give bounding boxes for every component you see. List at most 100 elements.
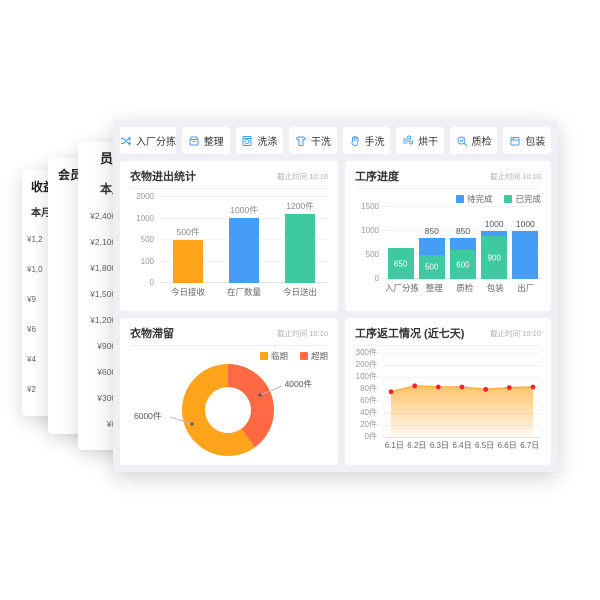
- segment-done: 650: [387, 248, 414, 279]
- bar-value-label: 1200件: [286, 201, 314, 211]
- data-point-dot: [483, 387, 489, 392]
- legend-item-临期[interactable]: 临期: [259, 350, 288, 362]
- x-tick-label: 在厂数量: [226, 287, 261, 297]
- legend-item-超期[interactable]: 超期: [299, 350, 328, 362]
- axis-value: ¥900.00: [82, 341, 128, 367]
- gridline: [383, 365, 541, 366]
- y-tick-label: 1000: [361, 226, 379, 235]
- segment-value-label: 500: [425, 262, 439, 272]
- gridline: [383, 353, 541, 354]
- legend-label: 待完成: [466, 194, 493, 204]
- data-point-dot: [506, 385, 512, 390]
- toolbar-button-label: 洗涤: [257, 137, 278, 148]
- y-tick-label: 100: [140, 256, 154, 266]
- bar-rect: [229, 218, 259, 283]
- toolbar-button-4[interactable]: 干洗: [289, 127, 337, 154]
- axis-value: ¥1,2: [27, 235, 43, 244]
- chart-panels: 衣物进出统计 截止时间 10:10 0 100 500 1000 2000 500件 10…: [120, 161, 551, 465]
- panel-title: 衣物进出统计: [130, 171, 196, 183]
- toolbar-button-8[interactable]: 包装: [503, 127, 552, 154]
- gridline: [160, 196, 328, 197]
- toolbar-button-3[interactable]: 洗涤: [235, 127, 284, 154]
- month-filter-label: 本月: [31, 208, 51, 219]
- legend: 待完成 已完成: [355, 193, 541, 205]
- bar-stack: 600: [449, 238, 476, 279]
- axis-value: ¥9: [27, 295, 36, 304]
- panel-clothes-io: 衣物进出统计 截止时间 10:10 0 100 500 1000 2000 500件 10…: [120, 161, 338, 311]
- stacked-bar-质检: 850 600: [449, 226, 476, 279]
- legend-chip: [259, 352, 268, 360]
- bar-今日接收: 500件: [173, 226, 203, 283]
- bar-stack: 900: [481, 231, 508, 279]
- bar-stack: 500: [418, 238, 445, 279]
- x-axis-labels: 今日接收 在厂数量 今日送出: [160, 286, 328, 298]
- panel-process-progress: 工序进度 截止时间 10:10 待完成 已完成 0 500 1000 1500 650 8…: [345, 161, 551, 311]
- panel-clothes-retention: 衣物滞留 截止时间 10:10 临期 超期 4000件 6000件: [120, 318, 338, 465]
- toolbar-button-1[interactable]: 入厂分拣: [120, 127, 176, 154]
- x-tick-label: 6.6日: [497, 441, 517, 450]
- y-tick-label: 500: [365, 250, 379, 259]
- y-tick-label: 100件: [355, 372, 377, 381]
- x-tick-label: 入厂分拣: [385, 283, 420, 293]
- toolbar-button-label: 烘干: [418, 137, 439, 148]
- slice-value-overdue: 4000件: [284, 379, 312, 389]
- axis-value: ¥2,400.00: [90, 211, 128, 221]
- legend-item-待完成[interactable]: 待完成: [455, 193, 493, 205]
- toolbar-button-7[interactable]: 质检: [449, 127, 498, 154]
- toolbar-button-5[interactable]: 手洗: [342, 127, 391, 154]
- x-tick-label: 今日送出: [282, 287, 317, 297]
- x-tick-label: 包装: [486, 283, 504, 293]
- panel-title: 工序进度: [355, 171, 399, 183]
- gridline: [385, 206, 541, 207]
- month-filter[interactable]: 本月: [27, 204, 148, 219]
- axis-value: ¥1,500.00: [90, 289, 128, 299]
- axis-value: ¥6: [27, 325, 36, 334]
- bar-今日送出: 1200件: [285, 200, 315, 283]
- x-tick-label: 质检: [456, 283, 474, 293]
- area-plot: [388, 383, 536, 438]
- y-tick-label: 1500: [361, 202, 379, 211]
- donut-hole: [205, 387, 251, 433]
- panel-updated-time: 截止时间 10:10: [277, 171, 328, 181]
- y-tick-label: 0: [149, 278, 154, 287]
- axis-value: ¥1,800.00: [90, 263, 128, 273]
- axis-value: ¥2,100.00: [90, 237, 128, 247]
- segment-pending: [512, 231, 539, 279]
- x-axis-labels: 6.1日 6.2日 6.3日 6.4日 6.5日 6.6日 6.7日: [383, 440, 541, 451]
- package-box-icon: [509, 135, 521, 147]
- toolbar-button-2[interactable]: 整理: [182, 127, 230, 154]
- legend-item-已完成[interactable]: 已完成: [504, 193, 541, 205]
- panel-updated-time: 截止时间 10:10: [490, 171, 541, 181]
- axis-value: ¥300.00: [82, 393, 128, 419]
- y-tick-label: 80件: [360, 384, 377, 393]
- callout-lines: [169, 385, 283, 426]
- axis-value: ¥2: [27, 385, 36, 394]
- bar-total-label: 1000: [484, 219, 504, 229]
- y-tick-label: 40件: [360, 408, 377, 417]
- y-tick-label: 60件: [360, 396, 377, 405]
- legend-chip: [299, 352, 308, 360]
- toolbar-button-label: 干洗: [310, 137, 331, 148]
- y-tick-label: 2000: [136, 192, 154, 201]
- y-tick-label: 0件: [364, 432, 377, 441]
- legend-label: 已完成: [515, 194, 541, 204]
- stacked-bar-出厂: 1000: [512, 219, 539, 279]
- panel-updated-time: 截止时间 10:10: [490, 328, 541, 338]
- x-tick-label: 6.7日: [520, 441, 540, 450]
- segment-done: 600: [449, 250, 476, 279]
- data-point-dot: [435, 384, 441, 390]
- dashboard-window: 入厂分拣 整理 洗涤 干洗 手洗 烘干 质检 包装 衣物进出统计 截止时间 10:10 0 10…: [113, 120, 558, 472]
- x-tick-label: 6.1日: [384, 441, 404, 450]
- x-tick-label: 6.3日: [429, 441, 449, 450]
- y-tick-label: 1000: [136, 213, 154, 223]
- toolbar-button-6[interactable]: 烘干: [396, 127, 444, 154]
- bar-rect: [173, 240, 203, 283]
- hand-wash-icon: [349, 135, 361, 147]
- panel-title: 工序返工情况 (近七天): [355, 328, 465, 340]
- axis-value: ¥600.00: [82, 367, 128, 393]
- legend-chip: [455, 195, 464, 203]
- bars: 650 850 500 850 600 1000 900 1000: [385, 207, 541, 279]
- axis-value: ¥1,200.00: [90, 315, 128, 325]
- dry-clean-shirt-icon: [295, 135, 307, 147]
- bar-rect: [285, 214, 315, 283]
